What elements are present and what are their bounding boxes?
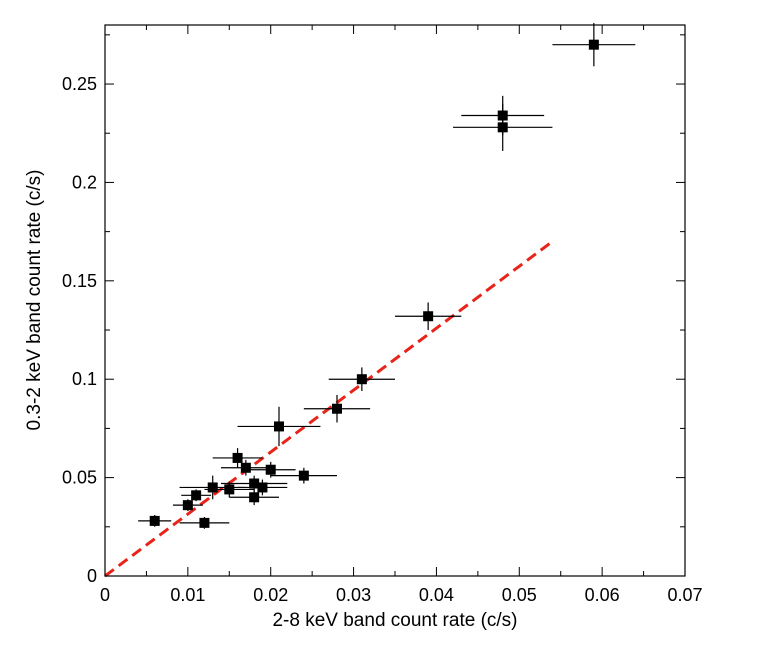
data-point-marker — [588, 39, 599, 50]
data-point-marker — [497, 122, 508, 133]
data-point-marker — [199, 517, 210, 528]
y-tick-label: 0.1 — [72, 369, 97, 389]
data-point — [453, 103, 553, 151]
x-tick-label: 0.04 — [419, 585, 454, 605]
data-point-marker — [240, 462, 251, 473]
x-tick-label: 0.03 — [336, 585, 371, 605]
data-point — [229, 489, 279, 506]
x-tick-label: 0.06 — [585, 585, 620, 605]
data-point-marker — [249, 478, 260, 489]
data-point-marker — [191, 490, 202, 501]
data-point-marker — [298, 470, 309, 481]
data-point-marker — [224, 484, 235, 495]
data-point — [179, 475, 246, 500]
y-axis-label: 0.3-2 keV band count rate (c/s) — [24, 170, 45, 431]
data-point-marker — [423, 311, 434, 322]
data-point — [181, 489, 212, 502]
data-point-marker — [207, 482, 218, 493]
data-point — [221, 475, 288, 492]
data-point — [212, 448, 263, 468]
data-point-marker — [332, 403, 342, 414]
data-point — [237, 479, 288, 496]
x-tick-label: 0.01 — [170, 585, 205, 605]
data-point-marker — [232, 452, 243, 463]
data-point — [204, 481, 255, 498]
y-tick-label: 0.15 — [62, 271, 97, 291]
data-point-marker — [257, 482, 268, 493]
x-tick-label: 0.05 — [502, 585, 537, 605]
data-point — [237, 406, 321, 447]
data-point-marker — [265, 464, 276, 475]
x-axis-label: 2-8 keV band count rate (c/s) — [272, 610, 517, 631]
ticks-layer — [104, 25, 686, 577]
data-point — [552, 23, 636, 67]
data-point — [221, 459, 271, 476]
y-tick-label: 0.05 — [62, 468, 97, 488]
data-point-marker — [249, 492, 260, 503]
x-tick-label: 0.02 — [253, 585, 288, 605]
y-tick-label: 0.25 — [62, 74, 97, 94]
y-tick-label: 0 — [87, 566, 97, 586]
data-point — [179, 516, 230, 529]
data-point — [270, 467, 337, 484]
data-point-marker — [356, 374, 367, 385]
data-point — [138, 514, 172, 527]
data-point — [328, 367, 395, 392]
data-point-marker — [274, 421, 284, 432]
data-point — [395, 302, 462, 331]
x-tick-label: 0 — [100, 585, 110, 605]
data-point — [303, 394, 371, 423]
data-point — [172, 499, 203, 512]
y-tick-label: 0.2 — [72, 172, 97, 192]
data-point-marker — [149, 515, 160, 526]
data-point — [245, 461, 296, 478]
points-layer — [138, 23, 636, 529]
data-point-marker — [182, 500, 193, 511]
tick-labels-layer: 0 0.01 0.02 0.03 0.04 0.05 0.06 0.07 0 0.05 0.1 0.1… — [62, 74, 703, 605]
x-tick-label: 0.07 — [667, 585, 702, 605]
